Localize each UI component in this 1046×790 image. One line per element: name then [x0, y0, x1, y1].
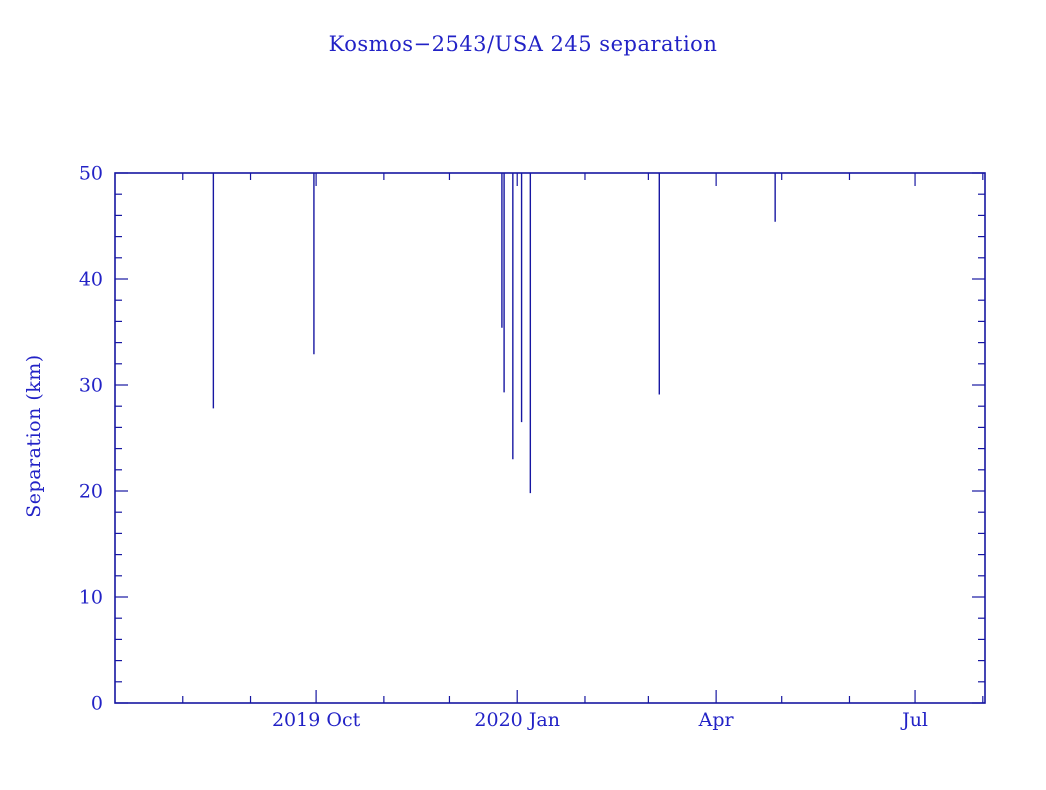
y-tick-label: 10 — [79, 587, 103, 609]
y-tick-label: 50 — [79, 163, 103, 185]
x-tick-label: Apr — [698, 709, 735, 731]
chart-title: Kosmos−2543/USA 245 separation — [328, 32, 718, 56]
x-tick-label: 2019 Oct — [272, 709, 361, 731]
y-tick-label: 40 — [79, 269, 103, 291]
x-tick-label: Jul — [900, 709, 928, 731]
y-tick-label: 20 — [79, 481, 103, 503]
x-tick-label: 2020 Jan — [474, 709, 560, 731]
y-tick-label: 30 — [79, 375, 103, 397]
y-tick-label: 0 — [91, 693, 103, 715]
plot-frame — [114, 172, 986, 704]
